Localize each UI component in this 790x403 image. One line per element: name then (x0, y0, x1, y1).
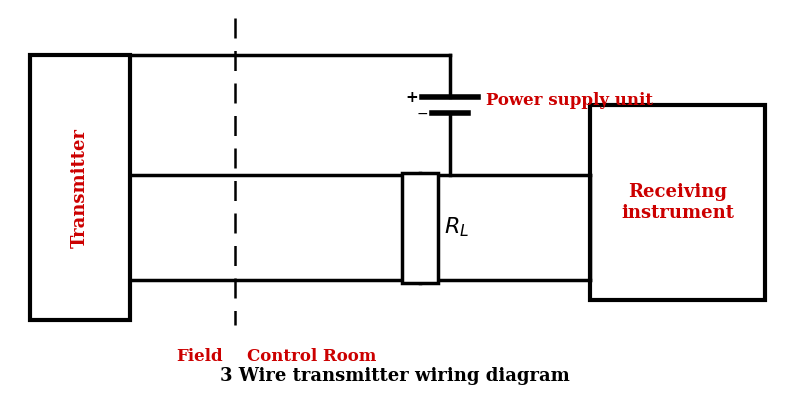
Text: +: + (405, 89, 418, 104)
Text: $R_L$: $R_L$ (444, 216, 469, 239)
Text: Transmitter: Transmitter (71, 127, 89, 247)
Text: 3 Wire transmitter wiring diagram: 3 Wire transmitter wiring diagram (220, 367, 570, 385)
Text: Control Room: Control Room (247, 348, 376, 365)
Text: Field: Field (176, 348, 223, 365)
Bar (30, 55, 130, 320)
Text: −: − (416, 107, 428, 120)
Text: Receiving
instrument: Receiving instrument (621, 183, 734, 222)
Bar (590, 105, 765, 300)
Text: Power supply unit: Power supply unit (486, 92, 653, 109)
Bar (402, 172, 438, 283)
